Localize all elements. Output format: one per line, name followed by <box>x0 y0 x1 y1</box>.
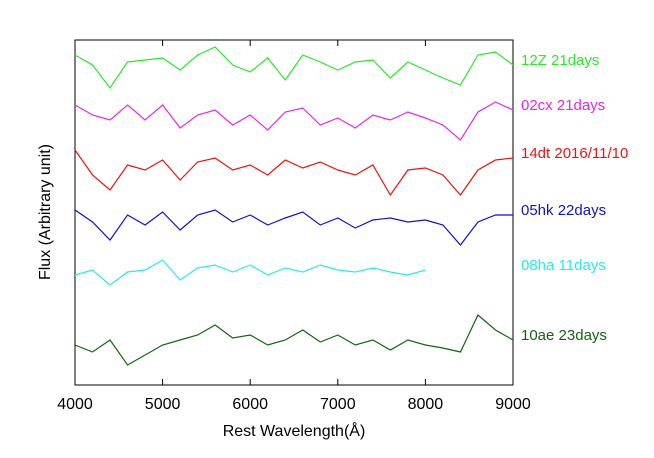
series-label: 05hk 22days <box>521 202 606 219</box>
x-tick-label: 9000 <box>495 396 531 413</box>
y-axis-label: Flux (Arbitrary unit) <box>37 144 54 280</box>
series-label: 14dt 2016/11/10 <box>521 145 628 162</box>
x-tick-label: 4000 <box>57 396 93 413</box>
spectrum-line <box>74 259 426 286</box>
x-tick-label: 7000 <box>320 396 356 413</box>
spectrum-line <box>74 149 514 197</box>
plot-frame <box>74 39 514 386</box>
series-label: 10ae 23days <box>521 327 607 344</box>
x-tick-label: 6000 <box>232 396 268 413</box>
spectrum-line <box>74 46 514 90</box>
series-label: 02cx 21days <box>521 97 605 114</box>
spectrum-line <box>74 101 514 141</box>
x-axis-label: Rest Wavelength(Å) <box>223 421 366 440</box>
spectrum-line <box>74 314 514 366</box>
series-label: 12Z 21days <box>521 52 599 69</box>
x-tick-label: 8000 <box>408 396 444 413</box>
x-tick-label: 5000 <box>145 396 181 413</box>
spectrum-line <box>74 209 513 246</box>
series-label: 08ha 11days <box>521 257 606 274</box>
